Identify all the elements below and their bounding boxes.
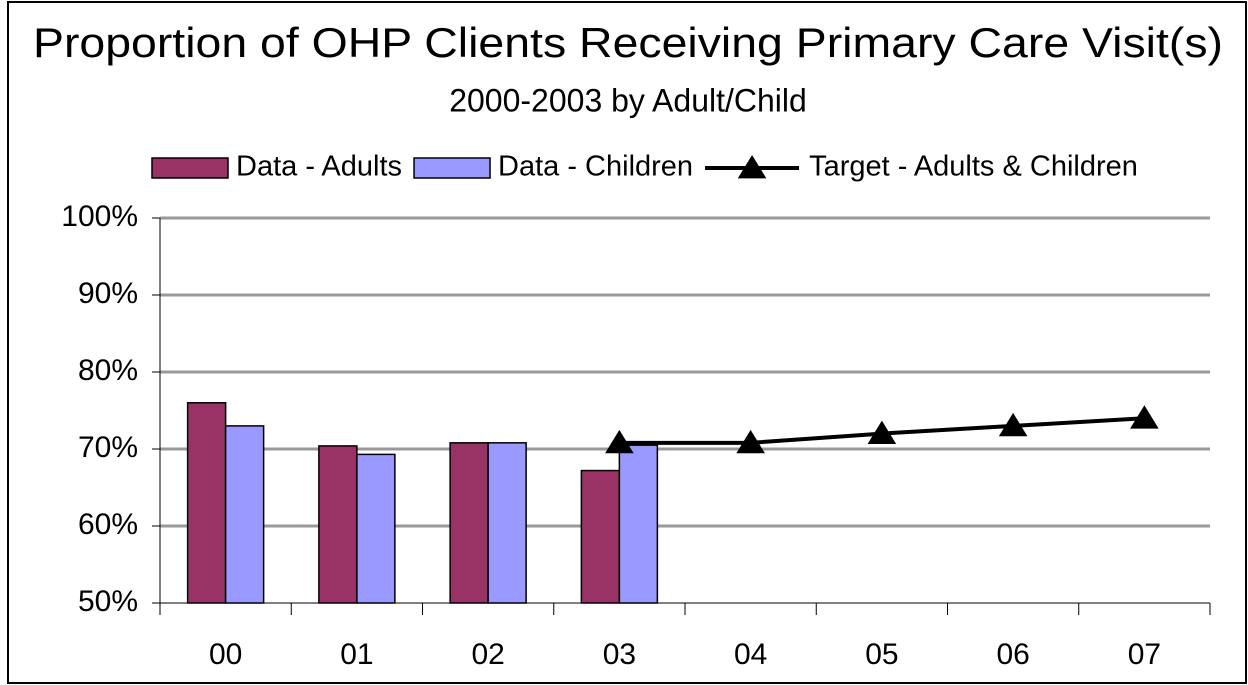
bar <box>224 425 265 604</box>
bar <box>449 442 489 604</box>
bar <box>618 444 659 604</box>
bar <box>487 442 527 604</box>
y-tick-label: 80% <box>78 354 138 387</box>
chart-title: Proportion of OHP Clients Receiving Prim… <box>33 19 1223 66</box>
x-tick-label: 01 <box>340 638 373 671</box>
line-marker <box>998 412 1028 437</box>
line-marker <box>1130 405 1159 429</box>
x-tick-label: 05 <box>865 638 898 671</box>
bar <box>318 445 358 604</box>
legend-label: Data - Adults <box>236 151 402 183</box>
x-tick-label: 04 <box>734 638 767 671</box>
bar <box>356 453 396 604</box>
y-tick-label: 100% <box>61 200 138 233</box>
x-tick-label: 02 <box>471 638 504 671</box>
x-tick-label: 03 <box>603 638 636 671</box>
line-marker <box>605 429 634 454</box>
y-tick-label: 90% <box>78 277 138 310</box>
line-marker <box>736 429 765 454</box>
y-tick-label: 50% <box>78 585 138 618</box>
x-tick-label: 00 <box>209 638 242 671</box>
y-tick-label: 60% <box>78 508 138 541</box>
x-tick-label: 06 <box>996 638 1029 671</box>
bar <box>580 469 621 604</box>
legend-label: Data - Children <box>498 151 693 183</box>
legend-swatch <box>151 157 229 179</box>
bar <box>186 402 227 604</box>
legend-swatch <box>413 157 491 179</box>
legend-label: Target - Adults & Children <box>809 151 1138 183</box>
legend-marker <box>737 155 767 179</box>
x-tick-label: 07 <box>1128 638 1161 671</box>
line-marker <box>867 420 897 444</box>
y-tick-label: 70% <box>78 431 138 464</box>
chart-subtitle: 2000-2003 by Adult/Child <box>449 82 807 118</box>
